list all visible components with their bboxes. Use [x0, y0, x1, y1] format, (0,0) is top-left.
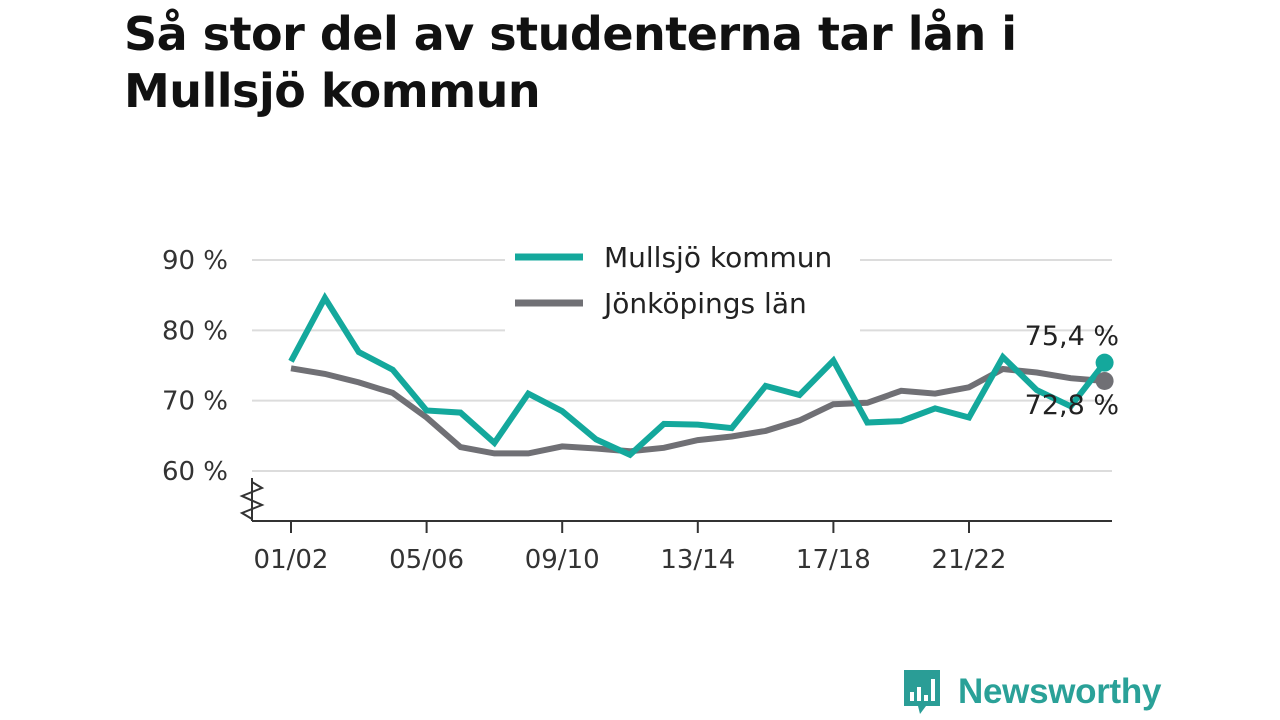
end-label-jonkoping: 72,8 % — [1025, 390, 1119, 421]
legend: Mullsjö kommun Jönköpings län — [515, 241, 832, 320]
x-tick-label: 09/10 — [525, 545, 600, 575]
y-axis-ticks: 60 % 70 % 80 % 90 % — [162, 246, 228, 487]
end-label-mullsjo: 75,4 % — [1025, 321, 1119, 352]
x-tick-label: 13/14 — [660, 545, 735, 575]
end-point-jonkoping — [1095, 371, 1114, 390]
series-line-mullsjo — [288, 292, 1107, 459]
newsworthy-logo-icon — [904, 670, 940, 714]
y-tick-label: 90 % — [162, 246, 228, 276]
axis-break-icon — [239, 481, 265, 520]
legend-label: Jönköpings län — [602, 287, 807, 320]
brand-logo: Newsworthy — [902, 668, 1161, 716]
y-tick-label: 70 % — [162, 387, 228, 417]
x-axis: 01/02 05/06 09/10 13/14 17/18 21/22 — [239, 478, 1112, 575]
end-labels: 75,4 % 72,8 % — [1025, 321, 1119, 421]
brand-name: Newsworthy — [958, 672, 1162, 711]
x-tick-label: 05/06 — [389, 545, 464, 575]
legend-label: Mullsjö kommun — [604, 241, 832, 274]
end-point-mullsjo — [1095, 353, 1114, 372]
x-tick-label: 21/22 — [932, 545, 1007, 575]
x-tick-label: 01/02 — [254, 545, 329, 575]
y-tick-label: 60 % — [162, 457, 228, 487]
legend-box — [505, 236, 860, 332]
series-line-jonkoping — [290, 365, 1105, 457]
x-tick-label: 17/18 — [796, 545, 871, 575]
legend-background — [505, 236, 860, 332]
chart-title: Så stor del av studenterna tar lån i Mul… — [124, 7, 1017, 118]
y-tick-label: 80 % — [162, 316, 228, 346]
series-lines — [288, 292, 1114, 459]
